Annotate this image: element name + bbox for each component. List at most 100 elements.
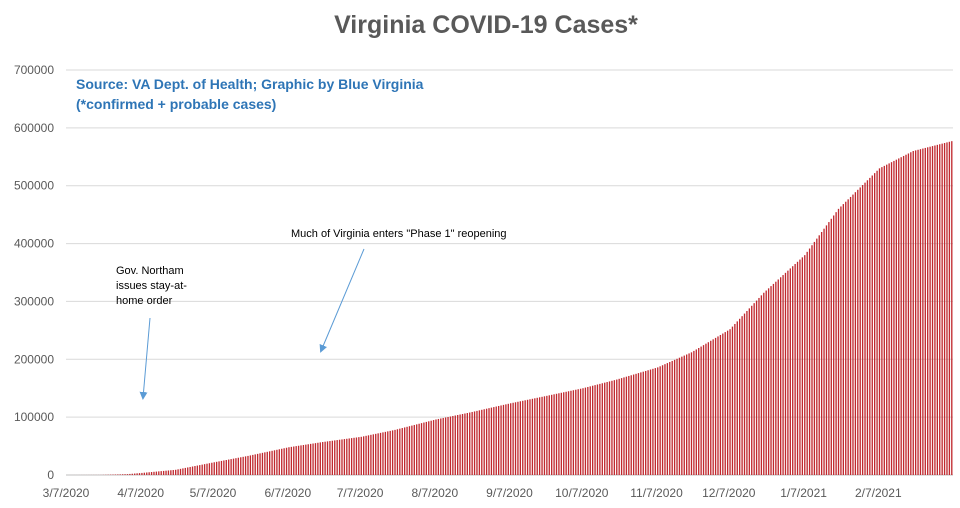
daily-case-bar xyxy=(739,318,741,475)
daily-case-bar xyxy=(914,150,917,475)
daily-case-bar xyxy=(606,382,608,475)
daily-case-bar xyxy=(497,405,500,475)
daily-case-bar xyxy=(705,343,707,475)
daily-case-bar xyxy=(435,419,437,475)
daily-case-bar xyxy=(833,215,835,475)
daily-case-bar xyxy=(763,292,765,475)
x-tick-label: 7/7/2020 xyxy=(337,486,384,500)
daily-case-bar xyxy=(367,435,370,475)
daily-case-bar xyxy=(912,151,914,475)
daily-case-bar xyxy=(391,430,394,475)
daily-case-bar xyxy=(175,469,177,475)
daily-case-bar xyxy=(517,401,519,475)
daily-case-bar xyxy=(184,467,186,475)
daily-case-bar xyxy=(922,148,924,476)
daily-case-bar xyxy=(898,158,900,475)
daily-case-bar xyxy=(213,462,215,475)
daily-case-bar xyxy=(355,437,358,475)
daily-case-bar xyxy=(223,460,225,475)
daily-case-bar xyxy=(864,182,866,475)
daily-case-bar xyxy=(801,257,804,475)
daily-case-bar xyxy=(604,382,606,475)
daily-case-bar xyxy=(461,414,464,475)
daily-case-bar xyxy=(587,386,589,475)
daily-case-bar xyxy=(688,353,690,475)
daily-case-bar xyxy=(254,454,256,475)
daily-case-bar xyxy=(430,420,432,475)
daily-case-bar xyxy=(575,389,577,475)
daily-case-bar xyxy=(681,356,683,475)
daily-case-bar xyxy=(418,423,420,475)
daily-case-bar xyxy=(541,396,543,475)
daily-case-bar xyxy=(543,396,546,475)
daily-case-bar xyxy=(888,163,890,475)
daily-case-bar xyxy=(724,332,726,475)
daily-case-bar xyxy=(840,206,842,475)
daily-case-bar xyxy=(924,147,926,475)
daily-case-bar xyxy=(141,472,143,475)
daily-case-bar xyxy=(794,263,796,475)
daily-case-bar xyxy=(866,180,869,475)
daily-case-bar xyxy=(765,290,767,475)
daily-case-bar xyxy=(886,164,888,475)
daily-case-bar xyxy=(423,422,425,475)
daily-case-bar xyxy=(608,381,611,475)
daily-case-bar xyxy=(346,438,348,475)
daily-case-bar xyxy=(273,450,276,475)
daily-case-bar xyxy=(828,222,830,475)
daily-case-bar xyxy=(196,465,199,475)
daily-case-bar xyxy=(719,334,722,475)
daily-case-bar xyxy=(847,199,849,475)
daily-case-bar xyxy=(317,442,319,475)
daily-case-bar xyxy=(377,433,379,475)
daily-case-bar xyxy=(661,365,664,475)
daily-case-bar xyxy=(806,251,808,475)
daily-case-bar xyxy=(322,442,324,475)
daily-case-bar xyxy=(428,421,430,475)
daily-case-bar xyxy=(305,444,307,476)
daily-case-bar xyxy=(531,398,534,475)
daily-case-bar xyxy=(464,413,466,475)
daily-case-bar xyxy=(502,404,505,475)
daily-case-bar xyxy=(425,421,428,475)
daily-case-bar xyxy=(871,175,873,475)
daily-case-bar xyxy=(579,388,582,475)
daily-case-bar xyxy=(134,473,136,475)
daily-case-bar xyxy=(459,414,461,475)
daily-case-bar xyxy=(444,417,447,475)
x-tick-label: 5/7/2020 xyxy=(190,486,237,500)
daily-case-bar xyxy=(406,426,408,475)
daily-case-bar xyxy=(363,436,365,475)
daily-case-bar xyxy=(201,464,203,475)
daily-case-bar xyxy=(919,149,922,475)
daily-case-bar xyxy=(473,411,476,475)
daily-case-bar xyxy=(820,232,823,475)
daily-case-bar xyxy=(825,225,828,475)
daily-case-bar xyxy=(379,432,382,475)
daily-case-bar xyxy=(259,453,261,475)
daily-case-bar xyxy=(567,391,570,475)
daily-case-bar xyxy=(510,403,512,475)
daily-case-bar xyxy=(659,366,661,475)
daily-case-bar xyxy=(490,407,493,475)
daily-case-bar xyxy=(375,433,377,475)
daily-case-bar xyxy=(285,447,288,475)
daily-case-bar xyxy=(671,360,673,475)
daily-case-bar xyxy=(211,462,213,475)
y-tick-label: 100000 xyxy=(14,410,54,424)
daily-case-bar xyxy=(758,297,760,475)
daily-case-bar xyxy=(837,208,840,476)
daily-case-bar xyxy=(623,377,625,475)
daily-case-bar xyxy=(297,445,300,475)
daily-case-bar xyxy=(420,423,423,475)
daily-case-bar xyxy=(842,204,844,475)
daily-case-bar xyxy=(131,473,133,475)
daily-case-bar xyxy=(269,451,271,475)
y-tick-label: 600000 xyxy=(14,121,54,135)
daily-case-bar xyxy=(707,342,710,475)
daily-case-bar xyxy=(596,384,599,475)
x-tick-label: 2/7/2021 xyxy=(855,486,902,500)
daily-case-bar xyxy=(777,279,779,475)
daily-case-bar xyxy=(572,390,575,475)
